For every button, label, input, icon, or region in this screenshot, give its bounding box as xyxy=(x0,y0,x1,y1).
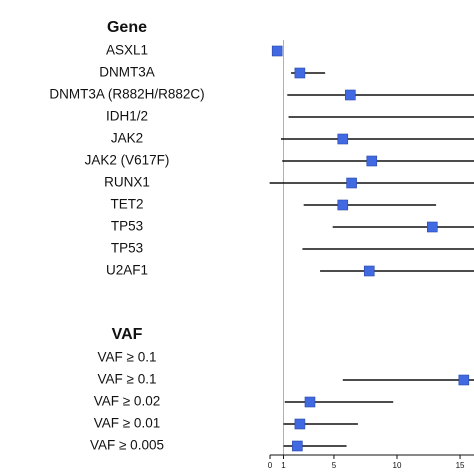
estimate-marker xyxy=(363,265,375,277)
row-label: VAF ≥ 0.1 xyxy=(98,372,157,387)
estimate-marker xyxy=(346,177,357,189)
section-header: VAF xyxy=(112,326,143,343)
x-axis: 0 1 5 10 15 xyxy=(268,454,474,470)
estimate-marker xyxy=(366,155,378,167)
estimate-marker xyxy=(292,440,303,452)
row-label: ASXL1 xyxy=(106,43,148,58)
row-label: JAK2 (V617F) xyxy=(85,153,170,168)
estimate-marker xyxy=(294,67,306,79)
row-label: RUNX1 xyxy=(104,175,150,190)
row-label: VAF ≥ 0.005 xyxy=(90,438,164,453)
estimate-marker xyxy=(337,199,349,211)
row-label: TP53 xyxy=(111,219,143,234)
row-label: TP53 xyxy=(111,241,143,256)
row-label: U2AF1 xyxy=(106,263,148,278)
estimate-marker xyxy=(271,45,283,57)
x-tick-label: 5 xyxy=(332,461,337,470)
estimate-marker xyxy=(337,133,349,145)
row-labels: Gene ASXL1 DNMT3A DNMT3A (R882H/R882C) IDH1/… xyxy=(49,19,204,452)
estimate-marker xyxy=(458,374,470,386)
estimate-marker xyxy=(304,396,316,408)
row-label: VAF ≥ 0.01 xyxy=(94,416,160,431)
row-label: JAK2 xyxy=(111,131,143,146)
x-tick-label: 15 xyxy=(456,461,465,470)
x-tick-label: 1 xyxy=(281,461,286,470)
estimate-marker xyxy=(294,418,306,430)
row-label: DNMT3A xyxy=(99,65,155,80)
row-label: TET2 xyxy=(110,197,143,212)
plot-area xyxy=(269,40,474,455)
row-label: DNMT3A (R882H/R882C) xyxy=(49,87,204,102)
x-tick-label: 0 xyxy=(268,461,273,470)
section-header: Gene xyxy=(107,19,147,36)
estimate-marker xyxy=(427,221,438,233)
x-tick-label: 10 xyxy=(393,461,402,470)
row-label: VAF ≥ 0.1 xyxy=(98,350,157,365)
row-label: VAF ≥ 0.02 xyxy=(94,394,160,409)
row-label: IDH1/2 xyxy=(106,109,148,124)
estimate-marker xyxy=(345,89,356,101)
